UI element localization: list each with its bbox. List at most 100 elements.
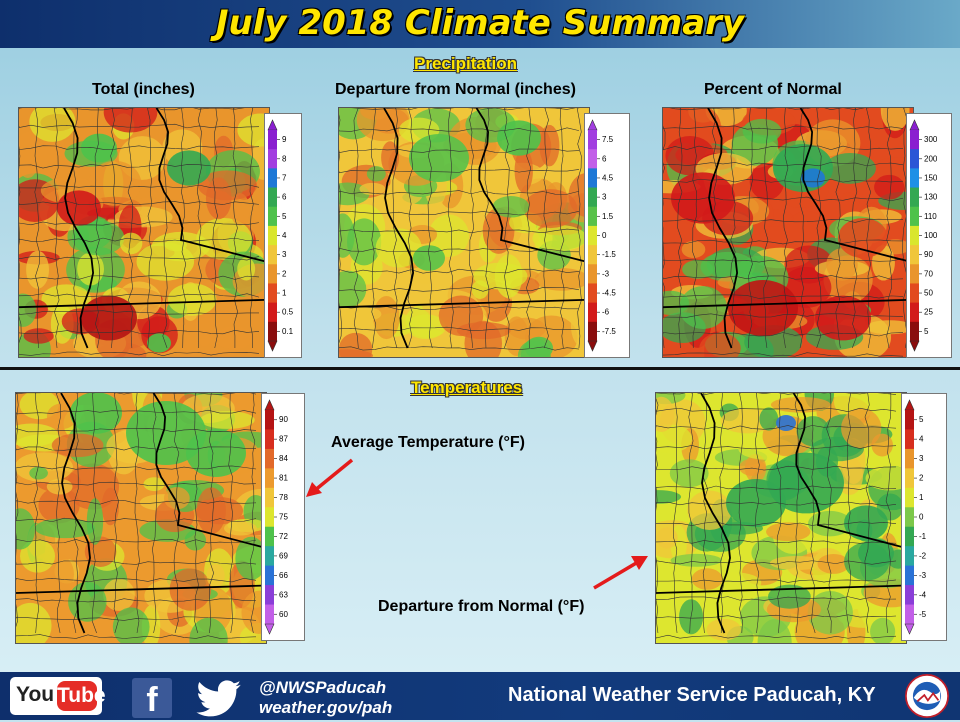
legend-label: 0 xyxy=(602,231,607,240)
map-shading xyxy=(205,177,232,220)
legend-label: 8 xyxy=(282,154,287,163)
legend-swatch xyxy=(588,187,597,208)
map-shading xyxy=(409,134,469,182)
legend-label: 75 xyxy=(279,513,288,522)
state-boundaries xyxy=(339,108,589,349)
map-shading xyxy=(699,332,741,357)
legend-swatch xyxy=(588,302,597,323)
map-shading xyxy=(20,539,56,573)
legend-label: 2 xyxy=(919,474,924,483)
county-boundaries xyxy=(656,393,897,639)
map-shading xyxy=(16,602,52,643)
map-shading xyxy=(23,328,54,344)
legend-swatch xyxy=(265,526,274,547)
legend-swatch xyxy=(910,206,919,227)
map-shading xyxy=(339,270,367,308)
map-shading xyxy=(339,349,373,357)
legend-label: 130 xyxy=(924,193,938,202)
legend-label: 110 xyxy=(924,212,937,221)
map-shading xyxy=(237,113,269,147)
map-shading xyxy=(766,522,811,542)
legend-label: 200 xyxy=(924,154,938,163)
legend-label: 84 xyxy=(279,454,288,463)
temp-departure-arrow-icon xyxy=(593,556,648,590)
map-shading xyxy=(473,262,528,290)
state-boundaries xyxy=(663,108,913,349)
legend-swatch xyxy=(268,245,277,265)
precip-total-caption: Total (inches) xyxy=(92,81,195,98)
legend-label: 6 xyxy=(602,154,607,163)
map-shading xyxy=(669,459,709,488)
legend-label: 25 xyxy=(924,308,933,317)
map-shading xyxy=(57,190,101,226)
youtube-logo-icon[interactable]: You Tube xyxy=(10,677,106,715)
legend-swatch xyxy=(268,130,277,150)
map-shading xyxy=(883,301,913,315)
map-shading xyxy=(101,487,120,526)
legend-bottom-arrow xyxy=(267,340,278,352)
legend-label: 5 xyxy=(919,415,924,424)
map-shading xyxy=(81,295,137,341)
map-shading xyxy=(16,508,36,550)
map-shading xyxy=(19,293,37,327)
legend-label: -4.5 xyxy=(602,289,616,298)
legend-label: 1 xyxy=(282,289,287,298)
legend-label: 72 xyxy=(279,532,288,541)
legend-swatch xyxy=(588,130,597,150)
map-shading xyxy=(112,607,150,643)
legend-swatch xyxy=(265,468,274,489)
legend-label: -6 xyxy=(602,308,610,317)
legend-bottom-arrow xyxy=(904,623,915,635)
map-shading xyxy=(841,408,882,449)
legend-label: 300 xyxy=(924,135,938,144)
office-name: National Weather Service Paducah, KY xyxy=(508,684,876,706)
legend-top-arrow xyxy=(267,119,278,131)
map-shading xyxy=(656,396,675,433)
twitter-icon[interactable] xyxy=(194,679,244,717)
precipitation-section-title: Precipitation xyxy=(414,54,517,73)
map-shading xyxy=(766,220,821,245)
legend-label: 70 xyxy=(924,269,933,278)
map-shading xyxy=(406,314,446,340)
legend-top-arrow xyxy=(904,399,915,411)
facebook-icon[interactable]: f xyxy=(132,678,172,719)
map-shading xyxy=(196,217,252,260)
map-shading xyxy=(215,326,253,350)
temp-departure-map xyxy=(655,392,907,644)
map-shading xyxy=(189,617,228,643)
twitter-handle[interactable]: @NWSPaducah xyxy=(259,678,387,697)
map-shading xyxy=(169,568,212,611)
map-shading xyxy=(29,466,48,480)
map-shading xyxy=(77,252,105,286)
map-shading xyxy=(84,536,117,567)
map-shading xyxy=(671,172,735,224)
legend-label: 78 xyxy=(279,493,288,502)
youtube-you-text: You xyxy=(16,683,55,706)
legend-label: 0.1 xyxy=(282,327,294,336)
website-link[interactable]: weather.gov/pah xyxy=(259,698,393,717)
map-shading xyxy=(241,590,266,634)
map-shading xyxy=(345,306,382,322)
legend-swatch xyxy=(265,546,274,567)
map-shading xyxy=(551,127,589,173)
temperatures-section-title: Temperatures xyxy=(411,378,523,397)
legend-swatch xyxy=(265,487,274,508)
legend-label: 9 xyxy=(282,135,287,144)
map-shading xyxy=(815,295,871,341)
map-shading xyxy=(200,410,255,429)
legend-swatch xyxy=(588,168,597,189)
map-shading xyxy=(817,553,850,574)
legend-swatch xyxy=(905,429,914,450)
map-shading xyxy=(164,239,187,252)
map-shading xyxy=(67,635,91,643)
legend-swatch xyxy=(905,448,914,469)
map-shading xyxy=(858,538,894,568)
state-boundaries xyxy=(656,393,906,634)
map-shading xyxy=(691,568,723,590)
section-divider xyxy=(0,367,960,370)
legend-swatch xyxy=(265,565,274,586)
legend-label: 90 xyxy=(924,250,933,259)
legend-label: 7.5 xyxy=(602,135,614,144)
map-shading xyxy=(359,182,386,196)
map-shading xyxy=(70,393,122,434)
